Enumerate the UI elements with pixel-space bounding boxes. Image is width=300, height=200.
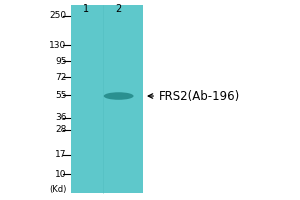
Text: 17: 17 bbox=[55, 150, 66, 159]
Text: 36: 36 bbox=[55, 113, 66, 122]
Text: 1: 1 bbox=[83, 4, 89, 14]
Text: 95: 95 bbox=[55, 57, 66, 66]
Text: 10: 10 bbox=[55, 170, 66, 179]
Bar bbox=[71, 5, 142, 193]
Text: 28: 28 bbox=[55, 125, 66, 134]
Text: (Kd): (Kd) bbox=[49, 185, 66, 194]
Text: 72: 72 bbox=[55, 73, 66, 82]
Ellipse shape bbox=[104, 92, 134, 100]
Text: 130: 130 bbox=[49, 41, 66, 50]
Text: 55: 55 bbox=[55, 91, 66, 100]
Text: 250: 250 bbox=[49, 11, 66, 20]
Text: 2: 2 bbox=[116, 4, 122, 14]
Text: FRS2(Ab-196): FRS2(Ab-196) bbox=[148, 90, 240, 103]
